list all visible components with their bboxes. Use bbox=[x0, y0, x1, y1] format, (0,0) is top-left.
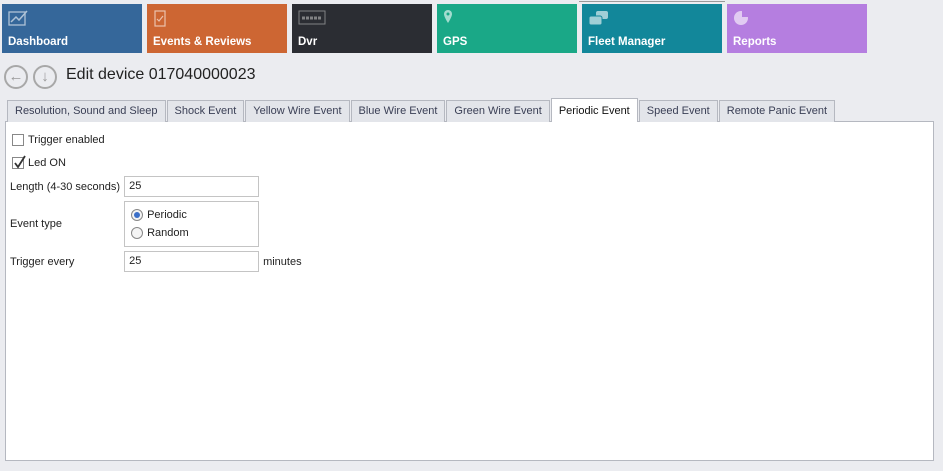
back-button[interactable]: ← bbox=[4, 65, 28, 89]
length-label: Length (4-30 seconds) bbox=[10, 180, 121, 193]
periodic-radio-label: Periodic bbox=[147, 208, 187, 221]
tile-label: Dashboard bbox=[8, 36, 69, 48]
periodic-option: Periodic bbox=[131, 208, 258, 221]
tab-speed[interactable]: Speed Event bbox=[638, 100, 718, 122]
cars-icon bbox=[588, 11, 608, 26]
trigger-enabled-checkbox[interactable] bbox=[12, 133, 24, 146]
tab-periodic[interactable]: Periodic Event bbox=[550, 98, 638, 122]
tile-label: Dvr bbox=[298, 36, 318, 48]
down-button[interactable]: ↓ bbox=[33, 65, 57, 89]
tab-yellow-wire[interactable]: Yellow Wire Event bbox=[245, 100, 350, 122]
trigger-enabled-label: Trigger enabled bbox=[28, 133, 105, 146]
led-on-row: Led ON bbox=[12, 153, 302, 172]
map-pin-icon bbox=[444, 10, 452, 23]
merge-logo-icon bbox=[298, 10, 326, 25]
pie-chart-icon bbox=[734, 10, 749, 25]
tile-label: GPS bbox=[443, 36, 468, 48]
page-title: Edit device 017040000023 bbox=[66, 66, 256, 83]
tile-events-reviews[interactable]: Events & Reviews bbox=[147, 4, 287, 53]
tile-label: Fleet Manager bbox=[588, 36, 666, 48]
tile-dashboard[interactable]: Dashboard bbox=[2, 4, 142, 53]
arrow-left-icon: ← bbox=[8, 68, 24, 85]
chart-line-icon bbox=[8, 10, 28, 26]
tab-resolution[interactable]: Resolution, Sound and Sleep bbox=[7, 100, 166, 122]
length-input[interactable]: 25 bbox=[124, 176, 260, 197]
checkmark-icon bbox=[14, 155, 26, 169]
tab-blue-wire[interactable]: Blue Wire Event bbox=[350, 100, 446, 122]
tab-green-wire[interactable]: Green Wire Event bbox=[446, 100, 550, 122]
periodic-event-form: Trigger enabled Led ON Length (4-30 seco… bbox=[10, 130, 302, 272]
random-option: Random bbox=[131, 226, 258, 239]
tab-shock[interactable]: Shock Event bbox=[166, 100, 245, 122]
random-radio[interactable] bbox=[131, 226, 144, 239]
trigger-every-input[interactable]: 25 bbox=[124, 251, 260, 272]
tab-strip: Resolution, Sound and Sleep Shock Event … bbox=[7, 98, 836, 122]
led-on-label: Led ON bbox=[28, 156, 66, 169]
led-on-checkbox[interactable] bbox=[12, 155, 26, 169]
event-type-label: Event type bbox=[10, 218, 62, 230]
selected-tile-indicator bbox=[579, 1, 725, 2]
tile-dvr[interactable]: Dvr bbox=[292, 4, 432, 53]
periodic-radio[interactable] bbox=[131, 208, 144, 221]
random-radio-label: Random bbox=[147, 226, 189, 239]
tile-gps[interactable]: GPS bbox=[437, 4, 577, 53]
tile-label: Events & Reviews bbox=[153, 36, 252, 48]
trigger-every-label: Trigger every bbox=[10, 255, 75, 268]
trigger-enabled-row: Trigger enabled bbox=[12, 130, 302, 149]
event-type-group: Periodic Random bbox=[124, 201, 260, 247]
minutes-unit-label: minutes bbox=[263, 255, 302, 268]
tile-reports[interactable]: Reports bbox=[727, 4, 867, 53]
clipboard-check-icon bbox=[154, 10, 166, 27]
arrow-down-icon: ↓ bbox=[41, 68, 49, 85]
tab-remote-panic[interactable]: Remote Panic Event bbox=[718, 100, 836, 122]
tile-fleet-manager[interactable]: Fleet Manager bbox=[582, 4, 722, 53]
tile-label: Reports bbox=[733, 36, 777, 48]
